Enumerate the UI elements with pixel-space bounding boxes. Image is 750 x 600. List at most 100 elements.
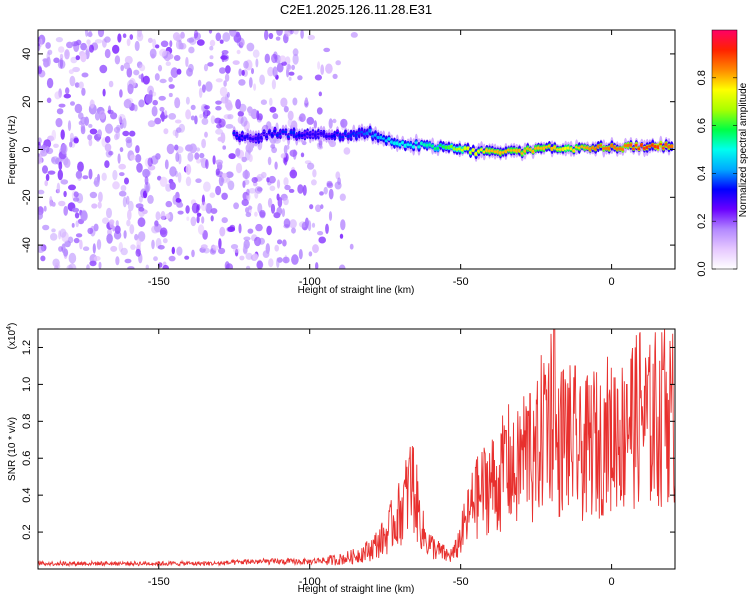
noise-blob bbox=[198, 80, 201, 87]
colorbar-tick-label: 0.4 bbox=[696, 166, 708, 181]
noise-blob bbox=[47, 51, 51, 61]
noise-blob bbox=[263, 250, 270, 258]
noise-blob bbox=[99, 65, 107, 74]
noise-blob bbox=[155, 73, 160, 81]
noise-blob bbox=[221, 193, 228, 200]
noise-blob bbox=[186, 217, 189, 221]
noise-blob bbox=[80, 211, 87, 221]
noise-blob bbox=[135, 41, 140, 51]
snr-y-axis-label: SNR (10 * v/v) bbox=[7, 417, 18, 481]
noise-blob bbox=[75, 104, 83, 114]
noise-blob bbox=[168, 113, 176, 120]
noise-blob bbox=[311, 179, 317, 185]
noise-blob bbox=[282, 239, 287, 246]
noise-blob bbox=[148, 157, 153, 166]
noise-blob bbox=[204, 132, 208, 138]
noise-blob bbox=[133, 70, 139, 76]
noise-blob bbox=[240, 116, 247, 126]
noise-blob bbox=[51, 156, 59, 164]
noise-blob bbox=[178, 211, 184, 215]
noise-blob bbox=[185, 205, 189, 213]
noise-blob bbox=[87, 134, 92, 140]
noise-blob bbox=[168, 77, 173, 82]
noise-blob bbox=[50, 233, 57, 241]
noise-blob bbox=[68, 120, 71, 131]
noise-blob bbox=[169, 93, 173, 97]
noise-blob bbox=[179, 124, 185, 133]
noise-blob bbox=[243, 244, 248, 255]
noise-blob bbox=[258, 238, 265, 245]
noise-blob bbox=[317, 231, 323, 235]
noise-blob bbox=[80, 43, 87, 51]
noise-blob bbox=[329, 211, 332, 221]
noise-blob bbox=[86, 264, 90, 271]
noise-blob bbox=[325, 224, 329, 234]
noise-blob bbox=[213, 155, 216, 164]
noise-blob bbox=[82, 73, 89, 78]
noise-blob bbox=[136, 163, 143, 173]
noise-blob bbox=[45, 42, 51, 49]
noise-blob bbox=[174, 145, 178, 151]
colorbar: 0.00.20.40.60.8 Normalized spectral ampl… bbox=[696, 30, 749, 277]
noise-blob bbox=[291, 65, 295, 70]
noise-blob bbox=[307, 117, 315, 125]
noise-blob bbox=[125, 259, 132, 264]
noise-blob bbox=[61, 144, 68, 155]
noise-blob bbox=[126, 220, 130, 227]
noise-blob bbox=[89, 45, 94, 53]
spectrogram-x-axis-label: Height of straight line (km) bbox=[298, 285, 415, 296]
ridge-point bbox=[670, 145, 674, 149]
noise-blob bbox=[105, 136, 111, 143]
noise-blob bbox=[258, 113, 263, 120]
noise-blob bbox=[76, 55, 80, 60]
noise-blob bbox=[238, 224, 241, 234]
noise-blob bbox=[222, 50, 229, 54]
noise-blob bbox=[164, 110, 167, 116]
noise-blob bbox=[324, 187, 328, 195]
noise-blob bbox=[242, 199, 249, 206]
spectrogram-panel: -150 -100 -50 0 -40-2002040 Height of strai… bbox=[7, 27, 675, 297]
noise-blob bbox=[235, 148, 240, 157]
noise-blob bbox=[124, 230, 127, 239]
noise-blob bbox=[304, 99, 308, 103]
noise-blob bbox=[270, 144, 275, 149]
noise-blob bbox=[74, 191, 79, 197]
noise-blob bbox=[119, 191, 127, 197]
noise-blob bbox=[228, 153, 235, 159]
noise-blob bbox=[72, 223, 75, 228]
noise-blob bbox=[329, 189, 334, 200]
noise-blob bbox=[86, 39, 90, 45]
noise-blob bbox=[220, 55, 228, 60]
noise-blob bbox=[91, 203, 97, 208]
noise-blob bbox=[277, 179, 280, 188]
noise-blob bbox=[121, 185, 127, 191]
noise-blob bbox=[276, 207, 282, 216]
noise-blob bbox=[94, 224, 99, 232]
noise-blob bbox=[264, 30, 268, 40]
noise-blob bbox=[215, 106, 221, 111]
noise-blob bbox=[219, 67, 226, 74]
noise-blob bbox=[174, 55, 181, 61]
noise-blob bbox=[166, 61, 171, 66]
noise-blob bbox=[134, 105, 138, 112]
noise-blob bbox=[270, 107, 277, 113]
noise-blob bbox=[137, 27, 142, 38]
noise-blob bbox=[314, 120, 317, 129]
noise-blob bbox=[271, 54, 278, 63]
noise-blob bbox=[61, 129, 65, 139]
noise-blob bbox=[216, 124, 222, 129]
noise-blob bbox=[174, 97, 180, 108]
noise-blob bbox=[129, 131, 135, 137]
noise-blob bbox=[191, 116, 195, 121]
noise-blob bbox=[293, 27, 299, 35]
noise-blob bbox=[167, 144, 175, 154]
noise-blob bbox=[53, 58, 59, 64]
noise-blob bbox=[175, 120, 182, 124]
y-tick-label: 0.6 bbox=[21, 451, 33, 466]
noise-blob bbox=[48, 171, 56, 175]
noise-blob bbox=[246, 212, 252, 217]
noise-blob bbox=[265, 54, 270, 64]
noise-blob bbox=[139, 64, 145, 71]
noise-blob bbox=[162, 265, 169, 272]
noise-blob bbox=[226, 177, 230, 185]
